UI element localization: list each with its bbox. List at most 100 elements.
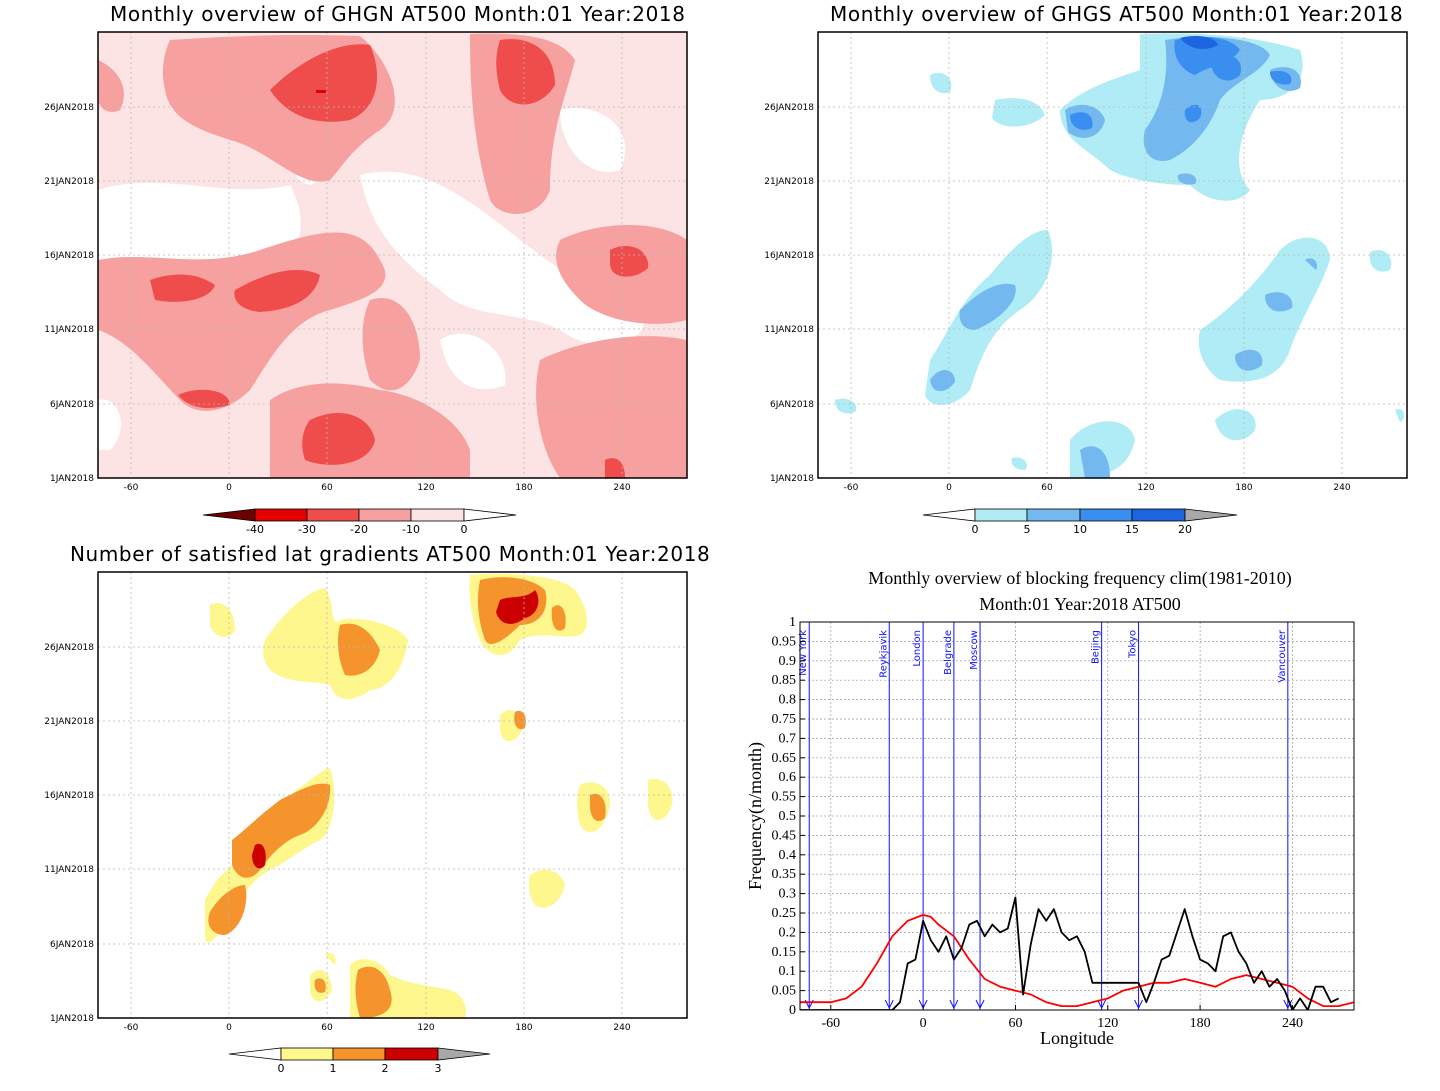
ghgs-cb-label: 0 <box>972 523 979 536</box>
ghgs-xtick: 120 <box>1137 483 1154 493</box>
blocking-city-markers: New York Reykjavik London Belgrade Moscow Bei… <box>798 622 1293 1010</box>
ghgs-ytick: 16JAN2018 <box>764 251 814 261</box>
ghgn-grid <box>98 32 687 478</box>
ghgn-ytick: 6JAN2018 <box>50 400 94 410</box>
ghgs-cb-label: 5 <box>1024 523 1031 536</box>
ghgs-xtick: -60 <box>844 483 859 493</box>
blocking-panel: New York Reykjavik London Belgrade Moscow Bei… <box>745 615 1355 1048</box>
ghgs-xtick: 240 <box>1333 483 1350 493</box>
city-arrow-icon <box>949 999 959 1010</box>
climatology-line <box>800 914 1354 1007</box>
blocking-ytick-label: 0.55 <box>772 790 797 805</box>
city-label: Tokyo <box>1128 630 1139 659</box>
grad-cb-label: 1 <box>330 1062 337 1075</box>
grad-cb-label: 2 <box>382 1062 389 1075</box>
blocking-xtick-label: -60 <box>821 1016 840 1031</box>
grad-xtick: 60 <box>321 1023 333 1033</box>
blocking-ytick-label: 0.35 <box>772 867 797 882</box>
blocking-ytick-label: 0 <box>789 1003 796 1018</box>
ghgn-xtick: 60 <box>321 483 333 493</box>
blocking-grid <box>800 621 1354 1011</box>
ghgn-ytick: 21JAN2018 <box>44 177 94 187</box>
blocking-xtick-label: 240 <box>1282 1016 1303 1031</box>
blocking-ytick-label: 1 <box>789 615 796 630</box>
blocking-ytick-label: 0.7 <box>779 731 797 746</box>
ghgn-cb-label: -10 <box>402 523 420 536</box>
blocking-ytick-label: 0.4 <box>779 848 797 863</box>
blocking-ytick-label: 0.45 <box>772 828 797 843</box>
blocking-title: Monthly overview of blocking frequency c… <box>868 568 1292 588</box>
ghgs-ytick: 11JAN2018 <box>764 325 814 335</box>
frequency-line <box>800 896 1339 1010</box>
ghgs-field <box>835 33 1405 478</box>
blocking-ytick-label: 0.65 <box>772 751 797 766</box>
ghgs-cb-label: 10 <box>1073 523 1087 536</box>
city-label: Beijing <box>1091 630 1102 664</box>
blocking-ytick-label: 0.15 <box>772 945 797 960</box>
grad-colorbar <box>228 1047 491 1061</box>
ghgs-title: Monthly overview of GHGS AT500 Month:01 … <box>830 2 1404 26</box>
blocking-ytick-label: 0.3 <box>779 887 797 902</box>
blocking-ytick-label: 0.1 <box>779 964 797 979</box>
ghgn-xtick: 0 <box>226 483 232 493</box>
ghgs-ytick: 26JAN2018 <box>764 103 814 113</box>
blocking-ytick-label: 0.95 <box>772 634 797 649</box>
blocking-series <box>800 896 1354 1010</box>
ghgn-cb-label: -20 <box>350 523 368 536</box>
blocking-ytick-label: 0.2 <box>779 925 797 940</box>
blocking-yticks: 0 0.05 0.1 0.15 0.2 0.25 0.3 0.35 0.4 0.45 0.5 0.55… <box>772 615 805 1018</box>
grad-cb-label: 3 <box>435 1062 442 1075</box>
blocking-subtitle: Month:01 Year:2018 AT500 <box>979 594 1181 614</box>
blocking-ytick-label: 0.75 <box>772 712 797 727</box>
ghgn-xtick: 180 <box>515 483 532 493</box>
grad-ytick: 26JAN2018 <box>44 643 94 653</box>
grad-ytick: 11JAN2018 <box>44 865 94 875</box>
blocking-ytick-label: 0.85 <box>772 673 797 688</box>
ghgn-ytick: 26JAN2018 <box>44 103 94 113</box>
grad-xtick: 180 <box>515 1023 532 1033</box>
ghgs-cb-label: 15 <box>1125 523 1139 536</box>
ghgs-ytick: 6JAN2018 <box>770 400 814 410</box>
blocking-ytick-label: 0.6 <box>779 770 797 785</box>
grad-xtick: -60 <box>124 1023 139 1033</box>
blocking-xtick-label: 60 <box>1008 1016 1022 1031</box>
city-arrow-icon <box>884 999 894 1010</box>
grad-title: Number of satisfied lat gradients AT500 … <box>70 542 711 566</box>
city-arrow-icon <box>1283 999 1293 1010</box>
blocking-ytick-label: 0.9 <box>779 654 797 669</box>
ghgs-cb-label: 20 <box>1178 523 1192 536</box>
ghgn-ytick: 11JAN2018 <box>44 325 94 335</box>
city-label: Moscow <box>969 630 980 670</box>
ghgn-ytick: 16JAN2018 <box>44 251 94 261</box>
ghgn-ytick: 1JAN2018 <box>50 474 94 484</box>
ghgn-xtick: 120 <box>417 483 434 493</box>
ghgn-xtick: 240 <box>613 483 630 493</box>
ghgn-cb-label: -30 <box>298 523 316 536</box>
blocking-xticks: -60 0 60 120 180 240 <box>821 1005 1303 1031</box>
ghgs-xtick: 60 <box>1041 483 1053 493</box>
ghgs-ytick: 21JAN2018 <box>764 177 814 187</box>
ghgs-xtick: 0 <box>946 483 952 493</box>
ghgn-cb-label: 0 <box>461 523 468 536</box>
grad-cb-label: 0 <box>278 1062 285 1075</box>
ghgn-title: Monthly overview of GHGN AT500 Month:01 … <box>110 2 686 26</box>
grad-xtick: 0 <box>226 1023 232 1033</box>
blocking-ytick-label: 0.8 <box>779 693 797 708</box>
blocking-xtick-label: 120 <box>1097 1016 1118 1031</box>
grad-xtick: 240 <box>613 1023 630 1033</box>
ghgn-colorbar <box>202 508 517 522</box>
city-label: Belgrade <box>943 630 954 675</box>
blocking-xlabel: Longitude <box>1040 1028 1114 1048</box>
city-label: Reykjavik <box>878 630 889 678</box>
ghgs-panel: -60 0 60 120 180 240 1JAN2018 6JAN2018 1… <box>764 31 1408 536</box>
city-arrow-icon <box>975 999 985 1010</box>
ghgn-panel: -60 0 60 120 180 240 1JAN2018 6JAN2018 1… <box>44 31 688 536</box>
blocking-ylabel: Frequency(n/month) <box>745 742 766 890</box>
blocking-xtick-label: 0 <box>920 1016 927 1031</box>
city-label: London <box>912 630 923 667</box>
grad-ytick: 6JAN2018 <box>50 940 94 950</box>
blocking-ytick-label: 0.5 <box>779 809 797 824</box>
ghgn-field <box>98 33 687 478</box>
blocking-xtick-label: 180 <box>1190 1016 1211 1031</box>
